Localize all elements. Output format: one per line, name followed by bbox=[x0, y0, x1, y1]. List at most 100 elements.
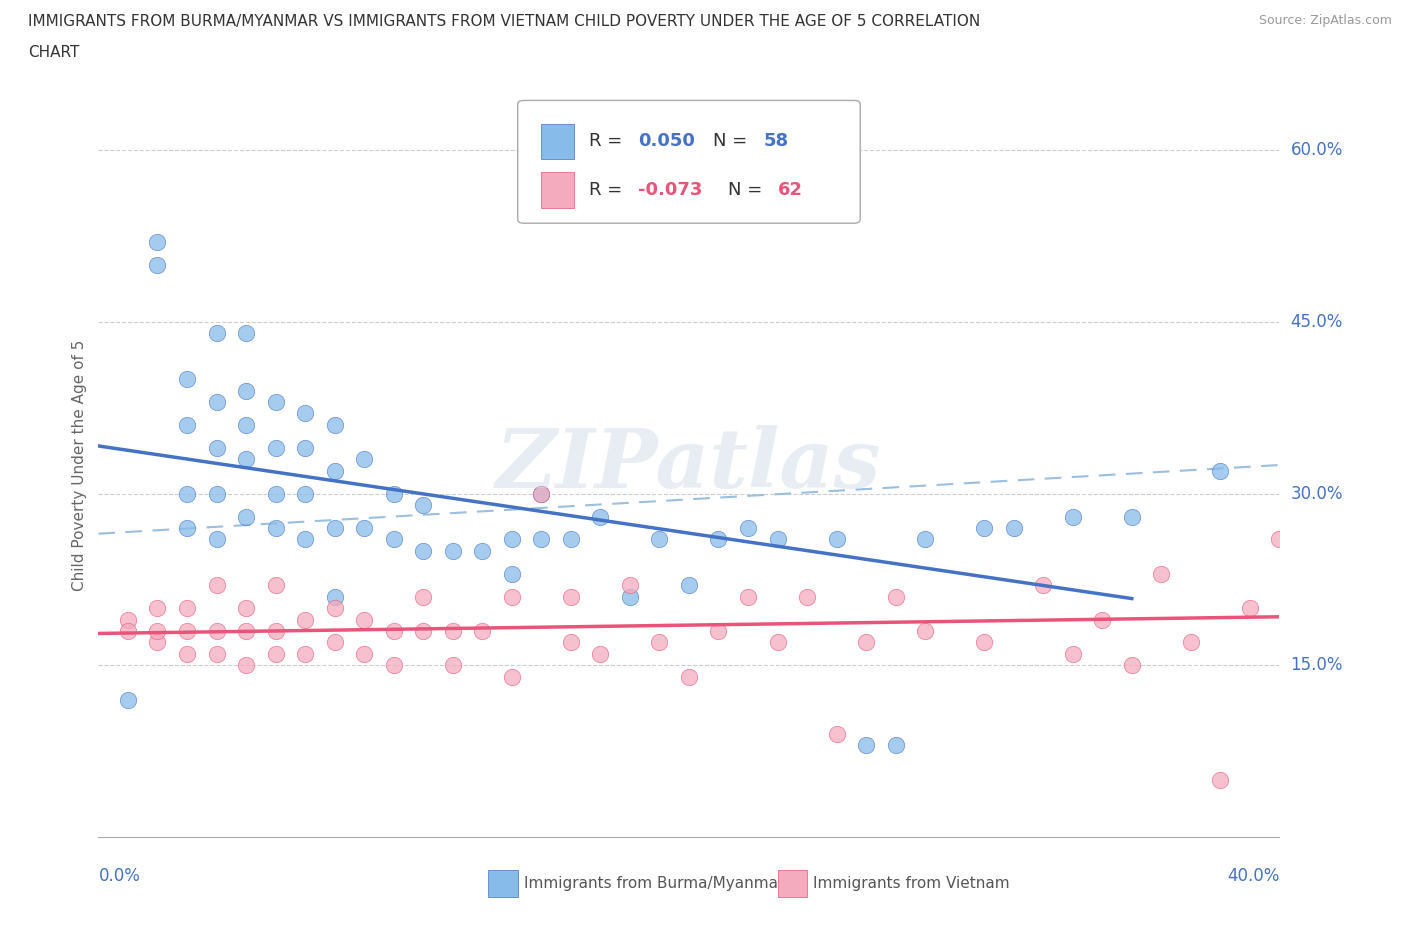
Point bbox=[501, 532, 523, 547]
Point bbox=[176, 601, 198, 616]
Point bbox=[471, 543, 494, 558]
Point bbox=[176, 646, 198, 661]
Text: R =: R = bbox=[589, 132, 627, 151]
Text: 30.0%: 30.0% bbox=[1291, 485, 1343, 502]
Text: 58: 58 bbox=[763, 132, 789, 151]
Point bbox=[146, 623, 169, 638]
Point bbox=[1121, 509, 1143, 524]
Point bbox=[205, 394, 228, 409]
Point bbox=[235, 601, 257, 616]
Point bbox=[146, 635, 169, 650]
Point bbox=[441, 543, 464, 558]
Text: ZIPatlas: ZIPatlas bbox=[496, 425, 882, 505]
Point bbox=[1180, 635, 1202, 650]
Point bbox=[176, 372, 198, 387]
Point bbox=[176, 418, 198, 432]
FancyBboxPatch shape bbox=[541, 124, 575, 159]
Point bbox=[235, 452, 257, 467]
Text: IMMIGRANTS FROM BURMA/MYANMAR VS IMMIGRANTS FROM VIETNAM CHILD POVERTY UNDER THE: IMMIGRANTS FROM BURMA/MYANMAR VS IMMIGRA… bbox=[28, 14, 980, 29]
Point bbox=[855, 738, 877, 753]
Point bbox=[707, 623, 730, 638]
Point bbox=[264, 486, 287, 501]
Point bbox=[560, 532, 582, 547]
Point bbox=[294, 612, 316, 627]
FancyBboxPatch shape bbox=[778, 870, 807, 897]
Point bbox=[264, 578, 287, 592]
Point bbox=[560, 590, 582, 604]
Point bbox=[441, 658, 464, 672]
Point bbox=[619, 578, 641, 592]
Point bbox=[382, 658, 405, 672]
Point bbox=[235, 623, 257, 638]
Point bbox=[205, 486, 228, 501]
Point bbox=[323, 521, 346, 536]
Point bbox=[323, 635, 346, 650]
Text: CHART: CHART bbox=[28, 45, 80, 60]
Point bbox=[264, 646, 287, 661]
Y-axis label: Child Poverty Under the Age of 5: Child Poverty Under the Age of 5 bbox=[72, 339, 87, 591]
Point bbox=[382, 486, 405, 501]
Point bbox=[323, 463, 346, 478]
Point bbox=[205, 532, 228, 547]
Point bbox=[501, 566, 523, 581]
Point bbox=[796, 590, 818, 604]
Point bbox=[235, 326, 257, 340]
Point bbox=[648, 635, 671, 650]
Point bbox=[1121, 658, 1143, 672]
Point bbox=[412, 590, 434, 604]
Text: -0.073: -0.073 bbox=[638, 180, 703, 199]
Point bbox=[1062, 509, 1084, 524]
Point bbox=[530, 532, 553, 547]
Point bbox=[530, 486, 553, 501]
Point bbox=[1268, 532, 1291, 547]
Point bbox=[973, 521, 995, 536]
Point bbox=[382, 532, 405, 547]
Point bbox=[264, 521, 287, 536]
Text: 62: 62 bbox=[778, 180, 803, 199]
Point bbox=[176, 521, 198, 536]
Point bbox=[619, 590, 641, 604]
Text: R =: R = bbox=[589, 180, 627, 199]
Point bbox=[648, 532, 671, 547]
Point bbox=[323, 601, 346, 616]
Text: 60.0%: 60.0% bbox=[1291, 141, 1343, 159]
Point bbox=[412, 623, 434, 638]
Point bbox=[117, 692, 139, 707]
Point bbox=[117, 623, 139, 638]
Point bbox=[235, 383, 257, 398]
Point bbox=[235, 658, 257, 672]
Point bbox=[412, 498, 434, 512]
Point bbox=[737, 521, 759, 536]
Point bbox=[1209, 463, 1232, 478]
Point bbox=[176, 486, 198, 501]
FancyBboxPatch shape bbox=[517, 100, 860, 223]
Point bbox=[678, 578, 700, 592]
Point bbox=[353, 521, 375, 536]
Point bbox=[1062, 646, 1084, 661]
Point bbox=[146, 601, 169, 616]
Point bbox=[353, 452, 375, 467]
Text: Immigrants from Burma/Myanmar: Immigrants from Burma/Myanmar bbox=[523, 876, 785, 891]
Text: N =: N = bbox=[728, 180, 768, 199]
FancyBboxPatch shape bbox=[488, 870, 517, 897]
Point bbox=[323, 418, 346, 432]
Point bbox=[737, 590, 759, 604]
Point bbox=[825, 532, 848, 547]
Text: Source: ZipAtlas.com: Source: ZipAtlas.com bbox=[1258, 14, 1392, 27]
Text: 0.050: 0.050 bbox=[638, 132, 695, 151]
Point bbox=[294, 486, 316, 501]
Point bbox=[323, 590, 346, 604]
Point bbox=[205, 623, 228, 638]
Point bbox=[1002, 521, 1025, 536]
Point bbox=[914, 532, 936, 547]
Point bbox=[914, 623, 936, 638]
Point bbox=[176, 623, 198, 638]
Point bbox=[1150, 566, 1173, 581]
Point bbox=[294, 441, 316, 456]
Point bbox=[294, 646, 316, 661]
Point bbox=[382, 623, 405, 638]
Text: 15.0%: 15.0% bbox=[1291, 657, 1343, 674]
Point bbox=[441, 623, 464, 638]
Point bbox=[117, 612, 139, 627]
Point bbox=[501, 590, 523, 604]
